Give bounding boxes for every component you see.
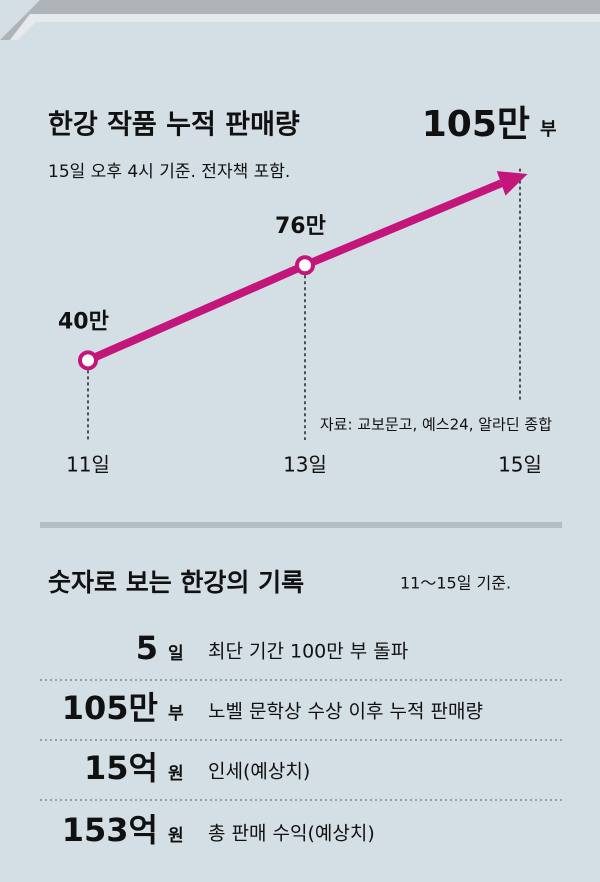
x-tick-label: 15일: [498, 453, 542, 477]
record-unit: 원: [168, 764, 184, 784]
value-label: 76만: [275, 214, 326, 239]
point: [295, 255, 315, 276]
record-unit: 원: [168, 826, 184, 846]
unit-label: 부: [540, 119, 557, 140]
records-title: 숫자로 보는 한강의 기록: [48, 568, 304, 597]
value-label: 105만: [422, 104, 530, 145]
x-tick-label: 11일: [66, 453, 110, 477]
chart-subtitle: 15일 오후 4시 기준. 전자책 포함.: [48, 162, 290, 182]
book-edge: [0, 0, 600, 40]
records-note: 11～15일 기준.: [400, 574, 511, 593]
book-pages: [10, 14, 600, 40]
source: 자료: 교보문고, 예스24, 알라딘 종합: [320, 416, 552, 434]
value-label: 40만: [58, 309, 109, 334]
record-text: 인세(예상치): [208, 761, 310, 783]
record-text: 최단 기간 100만 부 돌파: [208, 641, 408, 663]
record-unit: 일: [168, 644, 184, 664]
record-value: 5: [136, 629, 158, 667]
record-text: 노벨 문학상 수상 이후 누적 판매량: [208, 701, 483, 723]
point: [78, 350, 98, 371]
chart-title: 한강 작품 누적 판매량: [48, 110, 300, 141]
x-tick-label: 13일: [283, 453, 327, 477]
record-text: 총 판매 수익(예상치): [208, 823, 375, 845]
record-value: 105만: [62, 689, 158, 727]
record-value: 15억: [84, 749, 158, 787]
arrow-head: [496, 171, 528, 196]
record-unit: 부: [168, 704, 184, 724]
record-value: 153억: [62, 811, 158, 849]
